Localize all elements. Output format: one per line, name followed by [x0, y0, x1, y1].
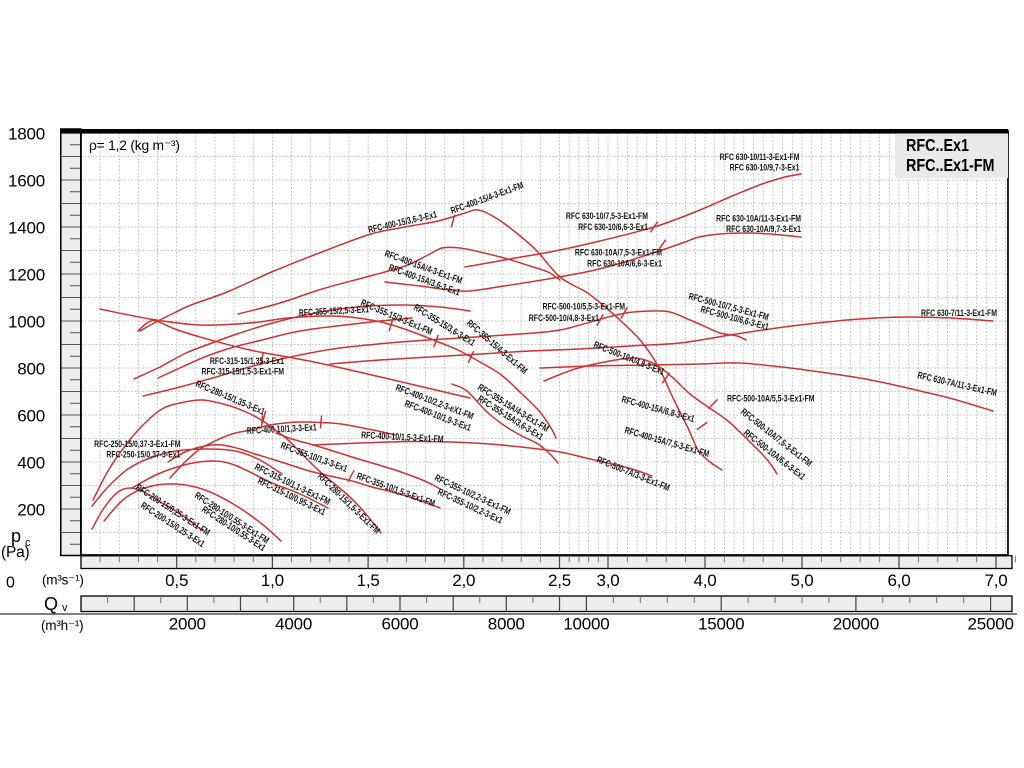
svg-text:RFC 630-10A/11-3-Ex1-FM: RFC 630-10A/11-3-Ex1-FM	[716, 212, 801, 223]
svg-text:2,5: 2,5	[548, 571, 571, 590]
svg-text:RFC 630-7A/11-3-Ex1-FM: RFC 630-7A/11-3-Ex1-FM	[916, 369, 998, 398]
svg-text:RFC-315-15/1,5-3-Ex1-FM: RFC-315-15/1,5-3-Ex1-FM	[201, 365, 284, 376]
svg-text:(Pa): (Pa)	[1, 544, 30, 561]
svg-text:RFC-500-7A/3-3-Ex1-FM: RFC-500-7A/3-3-Ex1-FM	[595, 453, 672, 493]
svg-text:RFC-280-15/1,35-3-Ex1: RFC-280-15/1,35-3-Ex1	[194, 378, 267, 418]
svg-text:200: 200	[17, 500, 45, 519]
svg-text:800: 800	[17, 359, 45, 378]
svg-text:RFC-400-15/4-3-Ex1-FM: RFC-400-15/4-3-Ex1-FM	[449, 179, 525, 216]
svg-text:1800: 1800	[8, 124, 45, 143]
svg-text:RFC 630-10A/7,5-3-Ex1-FM: RFC 630-10A/7,5-3-Ex1-FM	[575, 246, 662, 257]
svg-text:Q: Q	[44, 594, 58, 614]
svg-text:15000: 15000	[698, 615, 744, 634]
svg-text:RFC-355-10/1,5-3-Ex1-FM: RFC-355-10/1,5-3-Ex1-FM	[355, 470, 437, 509]
svg-text:4,0: 4,0	[693, 571, 716, 590]
svg-text:1,5: 1,5	[357, 571, 380, 590]
svg-text:RFC 630-10/11-3-Ex1-FM: RFC 630-10/11-3-Ex1-FM	[720, 151, 800, 162]
svg-text:RFC..Ex1: RFC..Ex1	[906, 137, 969, 156]
svg-text:c: c	[25, 537, 31, 549]
svg-text:RFC-400-15/3,6-3-Ex1: RFC-400-15/3,6-3-Ex1	[367, 208, 438, 235]
svg-text:0: 0	[6, 575, 15, 592]
svg-text:RFC-315-15/1,35-3-Ex1: RFC-315-15/1,35-3-Ex1	[210, 355, 284, 366]
svg-text:RFC 630-10A/6,6-3-Ex1: RFC 630-10A/6,6-3-Ex1	[587, 257, 662, 268]
svg-text:RFC 630-7/11-3-Ex1-FM: RFC 630-7/11-3-Ex1-FM	[921, 307, 997, 318]
svg-text:600: 600	[17, 406, 45, 425]
svg-text:RFC-500-10/5,5-3-Ex1-FM: RFC-500-10/5,5-3-Ex1-FM	[542, 300, 625, 311]
svg-text:RFC-500-10/4,8-3-Ex1: RFC-500-10/4,8-3-Ex1	[529, 312, 600, 323]
svg-text:RFC 630-10A/9,7-3-Ex1: RFC 630-10A/9,7-3-Ex1	[726, 223, 801, 234]
svg-text:RFC 630-10/9,7-3-Ex1: RFC 630-10/9,7-3-Ex1	[730, 161, 800, 172]
svg-text:RFC-250-15/0,37-3-Ex1-FM: RFC-250-15/0,37-3-Ex1-FM	[94, 438, 180, 449]
svg-text:RFC 630-10/6,6-3-Ex1: RFC 630-10/6,6-3-Ex1	[578, 221, 648, 232]
svg-text:RFC-500-10A/5,5-3-Ex1-FM: RFC-500-10A/5,5-3-Ex1-FM	[727, 392, 815, 403]
svg-text:(m³h⁻¹): (m³h⁻¹)	[41, 618, 83, 633]
svg-text:v: v	[62, 602, 68, 614]
svg-text:RFC-355-15/2,5-3-Ex1: RFC-355-15/2,5-3-Ex1	[299, 303, 370, 318]
svg-text:1200: 1200	[8, 265, 45, 284]
svg-text:2000: 2000	[169, 615, 206, 634]
svg-text:p: p	[11, 526, 21, 546]
svg-text:RFC-355-15/4-3-Ex1-FM: RFC-355-15/4-3-Ex1-FM	[464, 317, 529, 376]
svg-text:6000: 6000	[381, 615, 418, 634]
svg-text:1600: 1600	[8, 171, 45, 190]
svg-text:3,0: 3,0	[596, 571, 619, 590]
svg-text:20000: 20000	[833, 615, 879, 634]
svg-text:8000: 8000	[488, 615, 525, 634]
svg-text:RFC-400-10/1,5-3-Ex1-FM: RFC-400-10/1,5-3-Ex1-FM	[361, 429, 444, 445]
svg-text:RFC-400-15A/6,8-3-Ex1: RFC-400-15A/6,8-3-Ex1	[620, 393, 696, 424]
svg-text:4000: 4000	[275, 615, 312, 634]
svg-text:1,0: 1,0	[261, 571, 284, 590]
svg-text:RFC 630-10/7,5-3-Ex1-FM: RFC 630-10/7,5-3-Ex1-FM	[566, 210, 648, 221]
svg-text:RFC-250-15/0,37-3-Ex1: RFC-250-15/0,37-3-Ex1	[106, 448, 180, 459]
svg-text:(m³s⁻¹): (m³s⁻¹)	[42, 573, 84, 588]
svg-text:7,0: 7,0	[984, 571, 1007, 590]
svg-text:5,0: 5,0	[790, 571, 813, 590]
svg-text:6,0: 6,0	[887, 571, 910, 590]
svg-text:1400: 1400	[8, 218, 45, 237]
svg-text:RFC-400 10/1,3-3-Ex1: RFC-400 10/1,3-3-Ex1	[247, 421, 318, 436]
svg-text:10000: 10000	[563, 615, 609, 634]
svg-text:1000: 1000	[8, 312, 45, 331]
svg-text:0,5: 0,5	[165, 571, 188, 590]
svg-text:ρ= 1,2 (kg m⁻³): ρ= 1,2 (kg m⁻³)	[89, 138, 180, 153]
svg-text:RFC..Ex1-FM: RFC..Ex1-FM	[906, 157, 994, 176]
svg-text:25000: 25000	[967, 615, 1013, 634]
svg-text:2,0: 2,0	[452, 571, 475, 590]
svg-text:400: 400	[17, 453, 45, 472]
